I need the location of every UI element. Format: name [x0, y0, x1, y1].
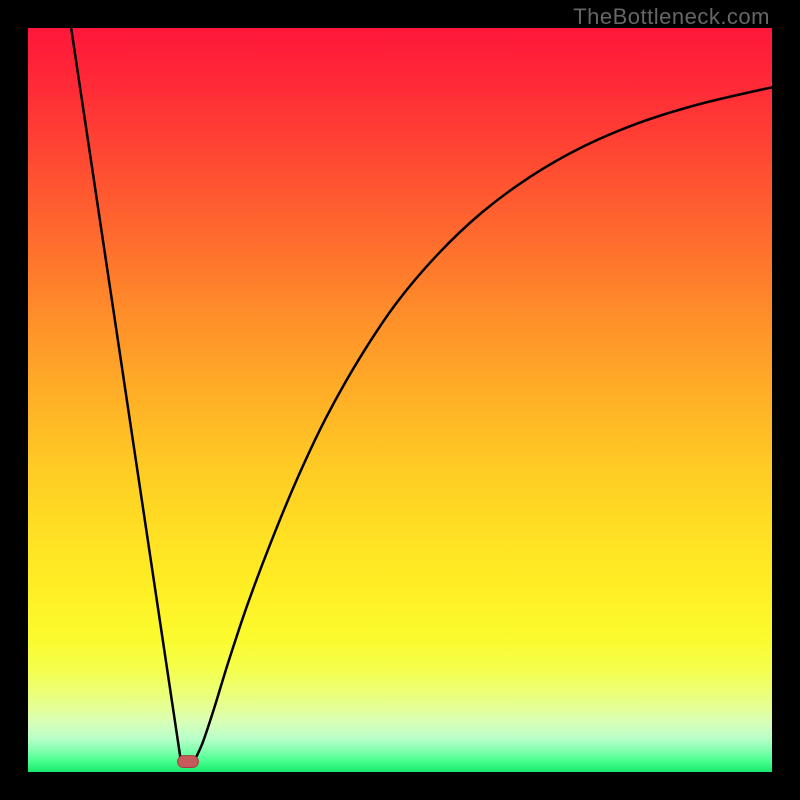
plot-background [28, 28, 772, 772]
optimal-marker [178, 756, 199, 768]
watermark-text: TheBottleneck.com [573, 4, 770, 30]
chart-container: TheBottleneck.com [0, 0, 800, 800]
bottleneck-chart [0, 0, 800, 800]
